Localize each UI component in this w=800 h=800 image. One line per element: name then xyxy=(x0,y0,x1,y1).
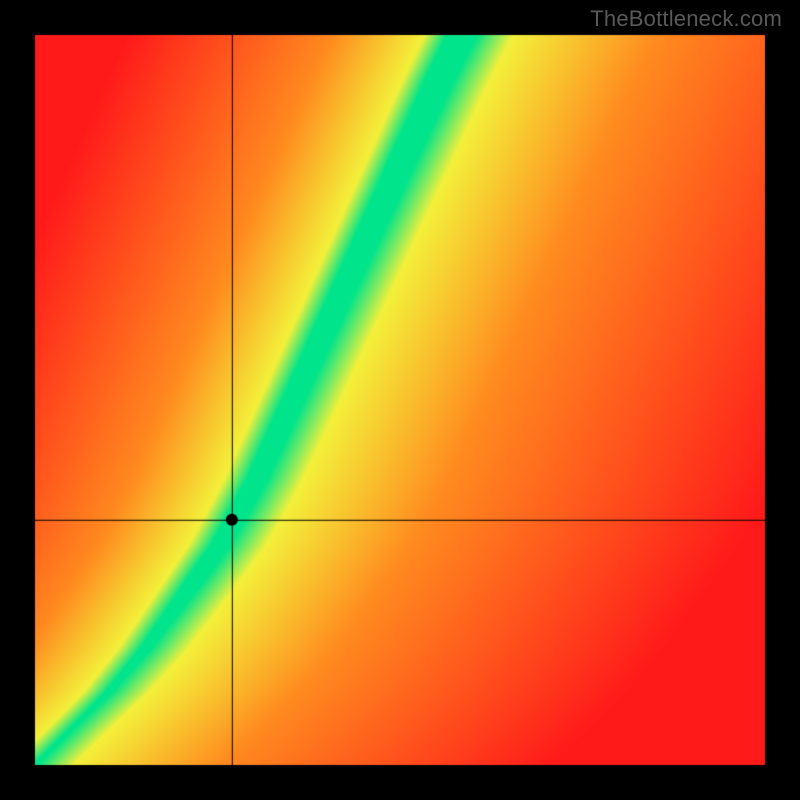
chart-container: TheBottleneck.com xyxy=(0,0,800,800)
watermark-text: TheBottleneck.com xyxy=(590,6,782,32)
bottleneck-heatmap xyxy=(0,0,800,800)
